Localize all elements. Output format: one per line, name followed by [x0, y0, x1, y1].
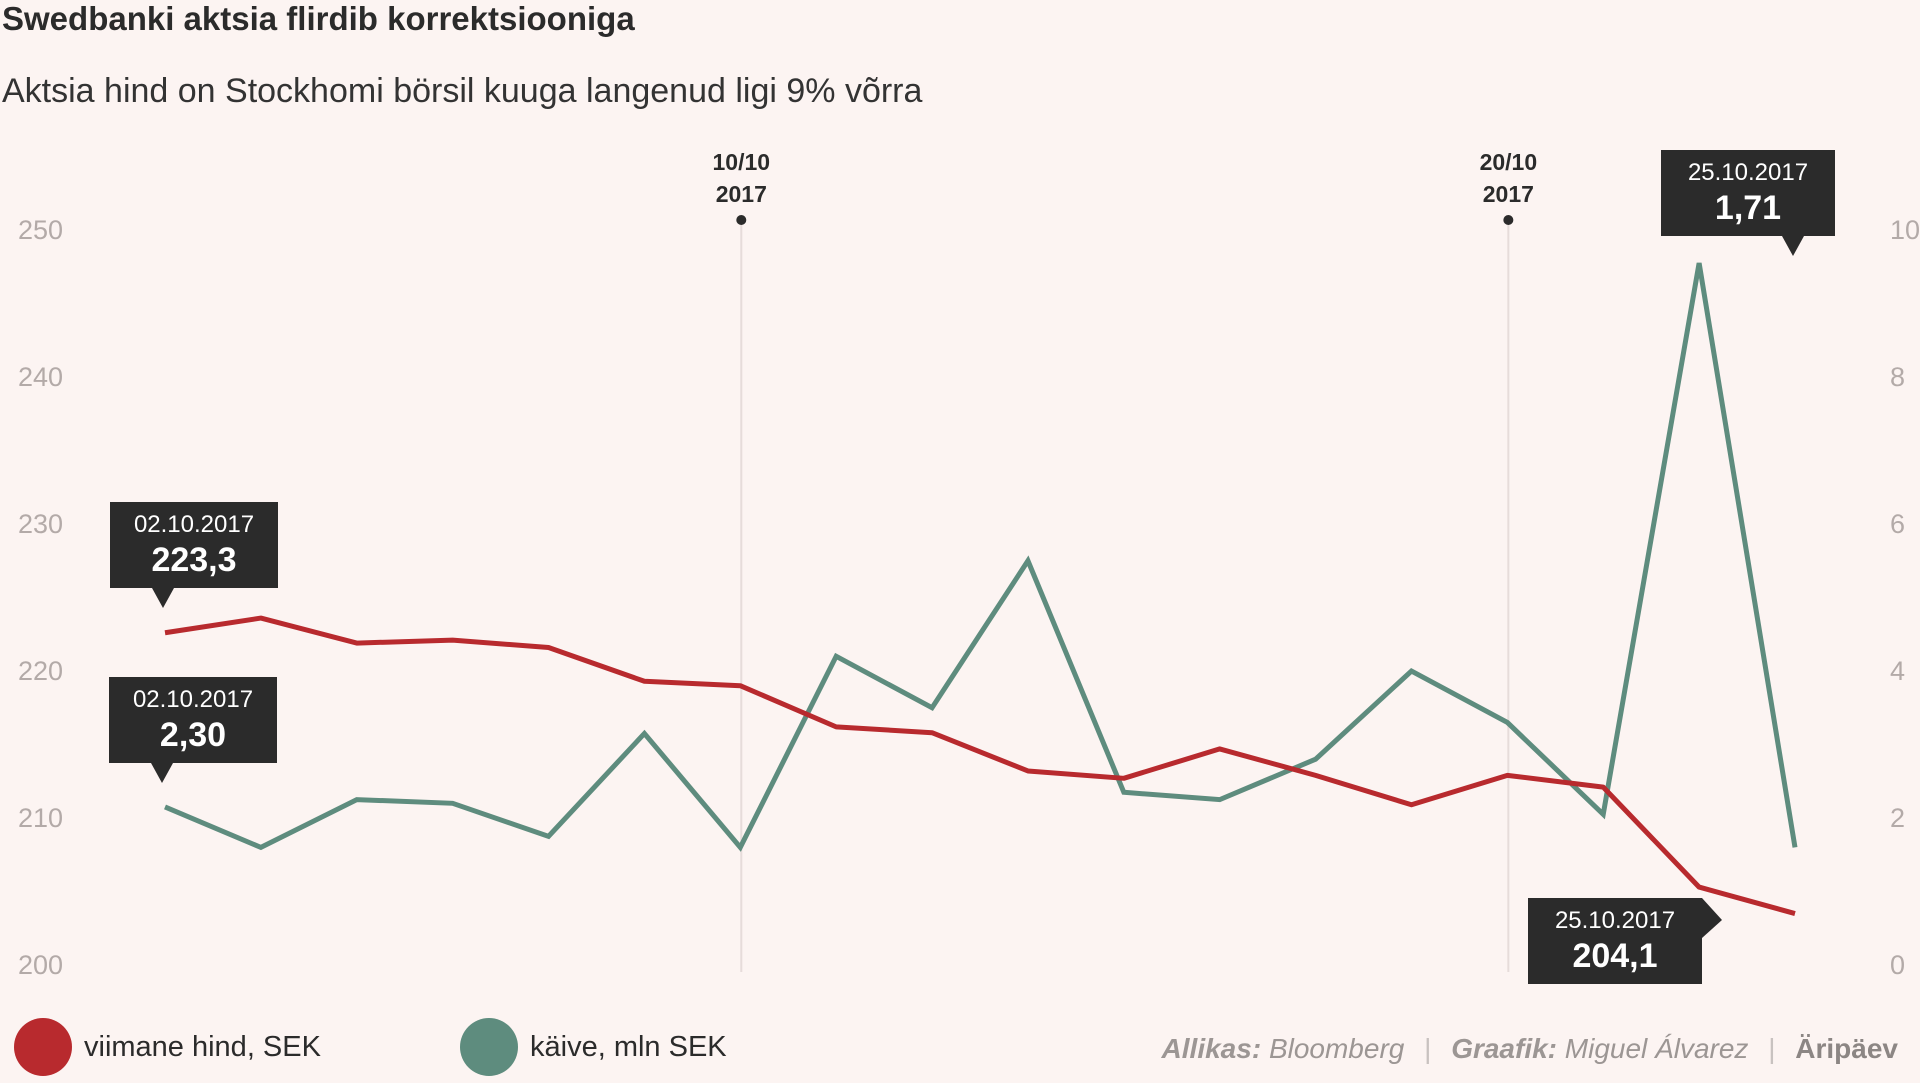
- source-name: Bloomberg: [1268, 1033, 1405, 1064]
- tooltip-value: 2,30: [160, 716, 226, 754]
- turnover-legend-swatch: [460, 1018, 518, 1076]
- author-name: Miguel Álvarez: [1564, 1033, 1749, 1064]
- tooltip-box: [109, 677, 277, 763]
- tooltip-date: 02.10.2017: [133, 686, 253, 713]
- tooltip-box: [110, 502, 278, 588]
- y-left-tick-label: 200: [18, 950, 63, 980]
- legend-item-turnover: käive, mln SEK: [460, 1018, 727, 1076]
- date-marker-dot: [736, 215, 747, 225]
- tooltip-value: 1,71: [1715, 189, 1781, 227]
- date-marker-label: 2017: [1483, 181, 1534, 207]
- y-right-tick-label: 0: [1890, 950, 1905, 980]
- y-right-tick-label: 8: [1890, 362, 1905, 392]
- y-left-tick-label: 210: [18, 803, 63, 833]
- chart-subtitle: Aktsia hind on Stockhomi börsil kuuga la…: [2, 72, 923, 110]
- series-line-turnover: [164, 262, 1798, 852]
- y-left-tick-label: 220: [18, 656, 63, 686]
- y-right-tick-label: 6: [1890, 509, 1905, 539]
- tooltip-pointer: [1782, 236, 1804, 256]
- legend-label-turnover: käive, mln SEK: [530, 1030, 727, 1063]
- y-right-tick-label: 4: [1890, 656, 1905, 686]
- source-label: Allikas:: [1161, 1033, 1262, 1064]
- tooltip-pointer: [1702, 898, 1722, 938]
- legend-item-price: viimane hind, SEK: [14, 1018, 321, 1076]
- tooltip-pointer: [151, 763, 173, 783]
- price-legend-swatch: [14, 1018, 72, 1076]
- legend-label-price: viimane hind, SEK: [84, 1030, 321, 1063]
- tooltip-value: 223,3: [151, 541, 236, 579]
- tooltip-pointer: [152, 588, 174, 608]
- tooltip-date: 02.10.2017: [134, 511, 254, 538]
- date-marker-label: 2017: [716, 181, 767, 207]
- tooltip-box: [1661, 150, 1835, 236]
- tooltip-value: 204,1: [1572, 937, 1657, 975]
- credits-separator: |: [1424, 1033, 1432, 1064]
- date-marker-label: 10/10: [713, 149, 771, 175]
- date-marker-dot: [1503, 215, 1514, 225]
- y-left-tick-label: 240: [18, 362, 63, 392]
- tooltip-date: 25.10.2017: [1688, 159, 1808, 186]
- date-marker-label: 20/10: [1480, 149, 1538, 175]
- credits: Allikas: Bloomberg | Graafik: Miguel Álv…: [1162, 1033, 1898, 1065]
- brand-logo: Äripäev: [1795, 1033, 1898, 1064]
- chart-title: Swedbanki aktsia flirdib korrektsiooniga: [2, 0, 635, 37]
- tooltip-date: 25.10.2017: [1555, 907, 1675, 934]
- y-right-tick-label: 10: [1890, 215, 1920, 245]
- series-line-price: [164, 615, 1796, 916]
- tooltip-box: [1528, 898, 1702, 984]
- y-left-tick-label: 250: [18, 215, 63, 245]
- credits-separator: |: [1768, 1033, 1776, 1064]
- graphic-label: Graafik:: [1451, 1033, 1558, 1064]
- y-left-tick-label: 230: [18, 509, 63, 539]
- y-right-tick-label: 2: [1890, 803, 1905, 833]
